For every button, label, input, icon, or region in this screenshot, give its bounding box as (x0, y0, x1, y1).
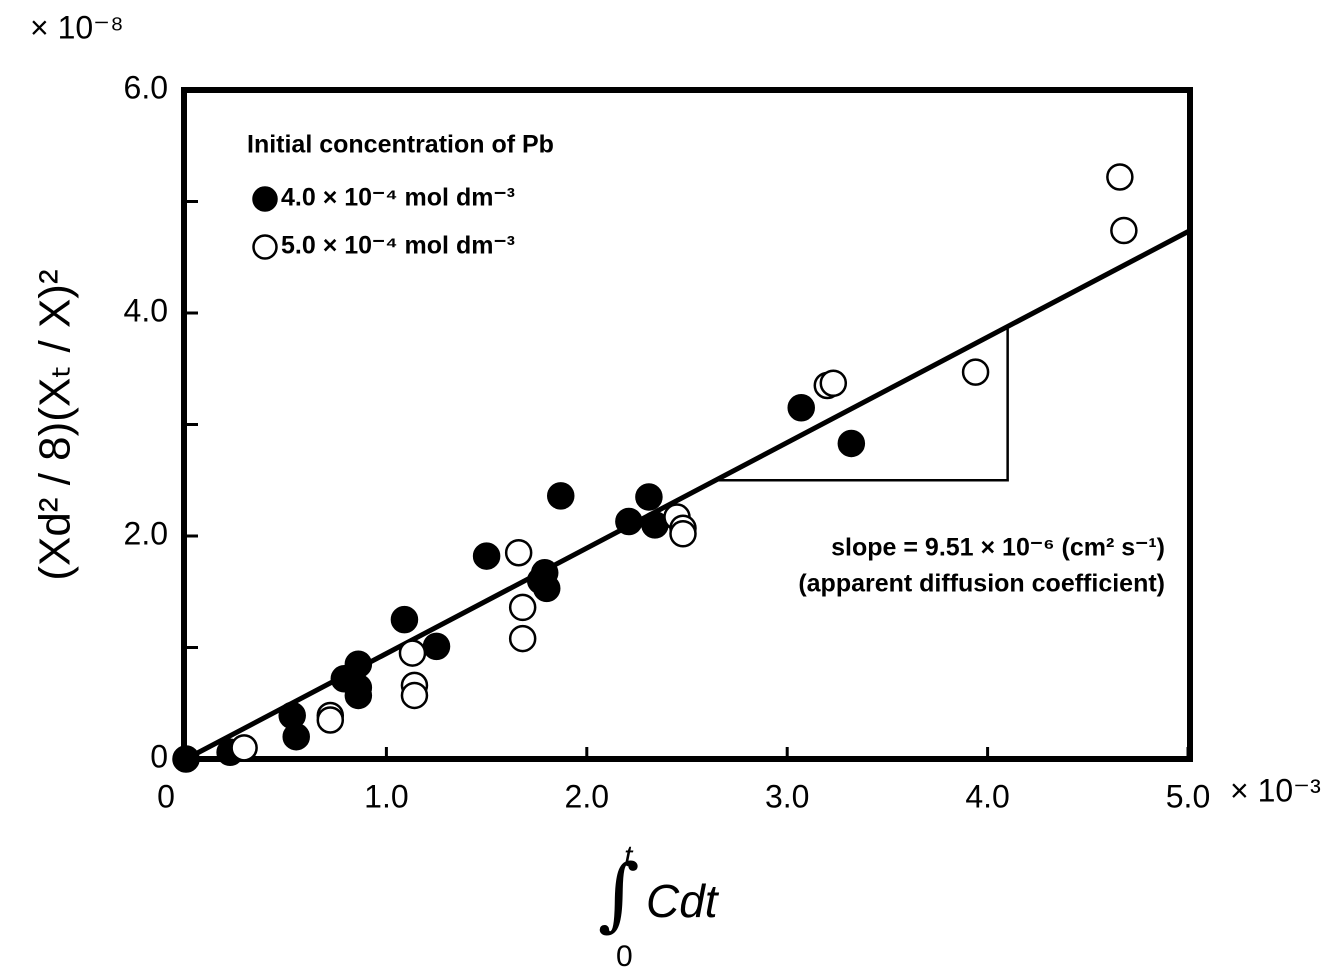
point (508, 593, 537, 622)
legend-title: Initial concentration of Pb (247, 131, 554, 159)
point (172, 745, 200, 773)
x-axis-label: Cdt (646, 875, 720, 927)
point (344, 650, 373, 678)
point (546, 482, 575, 510)
x-tick-label: 1.0 (364, 778, 408, 814)
point (615, 507, 643, 536)
point (344, 681, 373, 710)
point (961, 358, 990, 386)
legend-label: 5.0 × 10⁻⁴ mol dm⁻³ (281, 232, 515, 260)
plot-frame (181, 87, 1193, 762)
y-tick-label: 6.0 (124, 69, 168, 105)
legend-marker (252, 186, 278, 212)
legend-label: 4.0 × 10⁻⁴ mol dm⁻³ (281, 184, 515, 212)
legend-marker (252, 234, 278, 260)
point (472, 542, 501, 570)
x-label-upper: t (624, 840, 634, 873)
y-tick-label: 2.0 (124, 515, 168, 551)
slope-triangle (717, 325, 1009, 482)
x-multiplier: × 10⁻³ (1230, 772, 1321, 808)
point (787, 394, 815, 422)
point (526, 566, 555, 595)
annotation: slope = 9.51 × 10⁻⁶ (cm² s⁻¹) (831, 534, 1165, 562)
point (398, 639, 427, 667)
y-axis-label: (Xd² / 8)(Xₜ / X)² (31, 269, 80, 580)
point (669, 520, 697, 548)
x-tick-label: 0 (157, 778, 175, 814)
x-tick-label: 4.0 (965, 778, 1009, 814)
point (1110, 216, 1138, 245)
x-tick-label: 5.0 (1166, 778, 1210, 814)
point (400, 681, 429, 710)
point (508, 624, 537, 653)
point (282, 722, 310, 751)
point (837, 429, 866, 458)
x-label-integral: ∫ (598, 847, 640, 940)
point (316, 706, 345, 734)
point (230, 734, 258, 762)
point (390, 605, 419, 634)
point (819, 369, 848, 397)
point (1106, 163, 1134, 191)
y-tick-label: 0 (150, 738, 168, 774)
x-tick-label: 2.0 (565, 778, 609, 814)
point (635, 483, 663, 511)
point (504, 538, 533, 567)
x-label-lower: 0 (616, 940, 633, 973)
y-multiplier: × 10⁻⁸ (30, 9, 124, 45)
x-tick-label: 3.0 (765, 778, 809, 814)
y-tick-label: 4.0 (124, 292, 168, 328)
annotation: (apparent diffusion coefficient) (798, 570, 1165, 598)
point (422, 632, 451, 661)
